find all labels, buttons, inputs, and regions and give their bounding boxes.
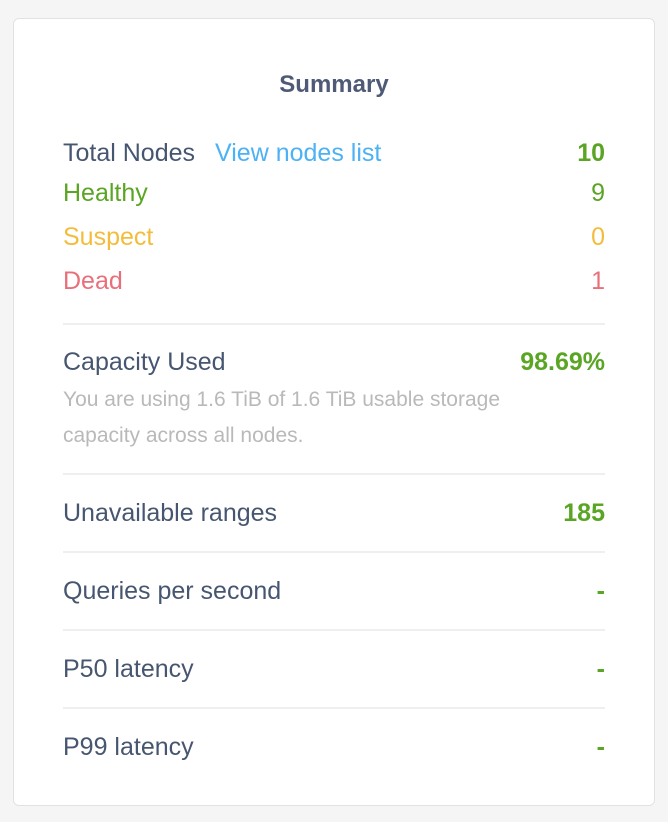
dead-label: Dead <box>63 266 123 295</box>
view-nodes-list-link[interactable]: View nodes list <box>215 138 382 167</box>
summary-title: Summary <box>279 71 389 98</box>
divider <box>63 323 605 325</box>
capacity-value: 98.69% <box>520 347 605 376</box>
healthy-value: 9 <box>591 178 605 207</box>
p50-value: - <box>596 654 605 683</box>
divider <box>63 707 605 709</box>
p99-row: P99 latency - <box>63 729 605 765</box>
summary-card: Summary Total Nodes View nodes list 10 He… <box>13 18 655 806</box>
p99-label: P99 latency <box>63 732 194 761</box>
suspect-row: Suspect 0 <box>63 219 605 255</box>
p50-label: P50 latency <box>63 654 194 683</box>
total-nodes-label: Total Nodes <box>63 138 196 167</box>
qps-row: Queries per second - <box>63 573 605 609</box>
healthy-row: Healthy 9 <box>63 175 605 211</box>
divider <box>63 629 605 631</box>
suspect-value: 0 <box>591 222 605 251</box>
capacity-label: Capacity Used <box>63 347 226 376</box>
qps-label: Queries per second <box>63 576 282 605</box>
qps-value: - <box>596 576 605 605</box>
total-nodes-row: Total Nodes View nodes list 10 <box>63 135 605 171</box>
p50-row: P50 latency - <box>63 651 605 687</box>
dead-row: Dead 1 <box>63 263 605 299</box>
unavailable-ranges-value: 185 <box>563 498 605 527</box>
total-nodes-value: 10 <box>577 138 605 167</box>
p99-value: - <box>596 732 605 761</box>
capacity-description: You are using 1.6 TiB of 1.6 TiB usable … <box>63 388 501 447</box>
capacity-row: Capacity Used 98.69% <box>63 344 605 380</box>
unavailable-ranges-row: Unavailable ranges 185 <box>63 495 605 531</box>
dead-value: 1 <box>591 266 605 295</box>
divider <box>63 551 605 553</box>
unavailable-ranges-label: Unavailable ranges <box>63 498 278 527</box>
suspect-label: Suspect <box>63 222 154 251</box>
divider <box>63 473 605 475</box>
healthy-label: Healthy <box>63 178 148 207</box>
